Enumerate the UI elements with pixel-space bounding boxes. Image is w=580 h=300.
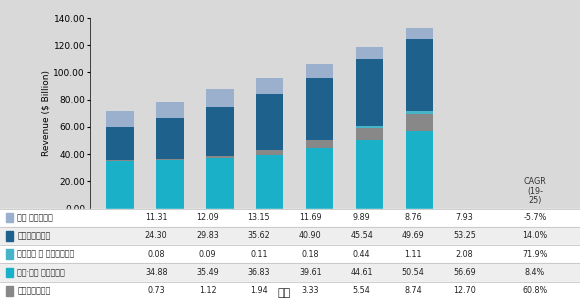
Text: 24.30: 24.30 — [145, 232, 168, 241]
Bar — [256, 154, 284, 208]
Text: -5.7%: -5.7% — [523, 213, 547, 222]
Bar — [156, 159, 184, 160]
Bar — [405, 114, 433, 131]
Text: 36.83: 36.83 — [248, 268, 270, 277]
Text: 0.73: 0.73 — [147, 286, 165, 295]
Text: 53.25: 53.25 — [453, 232, 476, 241]
Text: 39.61: 39.61 — [299, 268, 322, 277]
Bar — [356, 128, 383, 140]
Text: 항암백신 및 항암바이러스: 항암백신 및 항암바이러스 — [17, 250, 75, 259]
Text: 0.09: 0.09 — [199, 250, 216, 259]
Bar — [106, 160, 134, 161]
Y-axis label: Revenue ($ Billion): Revenue ($ Billion) — [42, 70, 50, 156]
Bar — [106, 127, 134, 160]
Text: 11.69: 11.69 — [299, 213, 322, 222]
Bar — [405, 28, 433, 39]
Text: 56.69: 56.69 — [453, 268, 476, 277]
Text: 면역관문억제제: 면역관문억제제 — [17, 232, 50, 241]
Bar — [405, 39, 433, 111]
Bar — [356, 140, 383, 208]
Text: 연도: 연도 — [278, 289, 291, 298]
Text: 35.49: 35.49 — [196, 268, 219, 277]
Bar — [156, 118, 184, 159]
Text: 29.83: 29.83 — [196, 232, 219, 241]
Text: 8.76: 8.76 — [404, 213, 422, 222]
Bar — [206, 158, 234, 208]
Text: 50.54: 50.54 — [402, 268, 425, 277]
Text: 3.33: 3.33 — [302, 286, 319, 295]
Text: 항체·기반 표적치료제: 항체·기반 표적치료제 — [17, 268, 65, 277]
Bar — [256, 78, 284, 94]
Text: 0.44: 0.44 — [353, 250, 371, 259]
Text: 0.08: 0.08 — [147, 250, 165, 259]
Text: 60.8%: 60.8% — [523, 286, 548, 295]
Text: 45.54: 45.54 — [350, 232, 373, 241]
Text: 40.90: 40.90 — [299, 232, 322, 241]
Text: 71.9%: 71.9% — [523, 250, 548, 259]
Text: 0.18: 0.18 — [302, 250, 319, 259]
Bar — [206, 107, 234, 156]
Bar — [106, 112, 134, 127]
Bar — [156, 160, 184, 208]
Text: 1.12: 1.12 — [199, 286, 216, 295]
Text: 5.54: 5.54 — [353, 286, 371, 295]
Text: 8.74: 8.74 — [404, 286, 422, 295]
Bar — [405, 111, 433, 114]
Bar — [356, 126, 383, 128]
Text: 9.89: 9.89 — [353, 213, 371, 222]
Text: 12.09: 12.09 — [196, 213, 219, 222]
Text: 8.4%: 8.4% — [525, 268, 545, 277]
Bar — [405, 131, 433, 208]
Text: 35.62: 35.62 — [248, 232, 270, 241]
Text: 2.08: 2.08 — [456, 250, 473, 259]
Bar — [206, 89, 234, 107]
Bar — [306, 140, 334, 148]
Bar — [206, 156, 234, 158]
Bar — [306, 64, 334, 78]
Bar — [256, 150, 284, 154]
Bar — [306, 78, 334, 140]
Text: 34.88: 34.88 — [145, 268, 168, 277]
Bar — [356, 47, 383, 59]
Text: 1.94: 1.94 — [250, 286, 268, 295]
Text: 기타 면역조절제: 기타 면역조절제 — [17, 213, 53, 222]
Text: CAGR
(19-
25): CAGR (19- 25) — [524, 177, 546, 206]
Text: 11.31: 11.31 — [145, 213, 168, 222]
Bar — [356, 59, 383, 126]
Bar — [306, 148, 334, 208]
Text: 1.11: 1.11 — [404, 250, 422, 259]
Text: 49.69: 49.69 — [402, 232, 425, 241]
Text: 44.61: 44.61 — [350, 268, 373, 277]
Text: 입양세포치료제: 입양세포치료제 — [17, 286, 50, 295]
Text: 13.15: 13.15 — [248, 213, 270, 222]
Text: 0.11: 0.11 — [250, 250, 268, 259]
Bar — [256, 94, 284, 150]
Bar — [156, 101, 184, 118]
Text: 14.0%: 14.0% — [523, 232, 548, 241]
Text: 7.93: 7.93 — [455, 213, 473, 222]
Bar — [106, 161, 134, 208]
Text: 12.70: 12.70 — [453, 286, 476, 295]
